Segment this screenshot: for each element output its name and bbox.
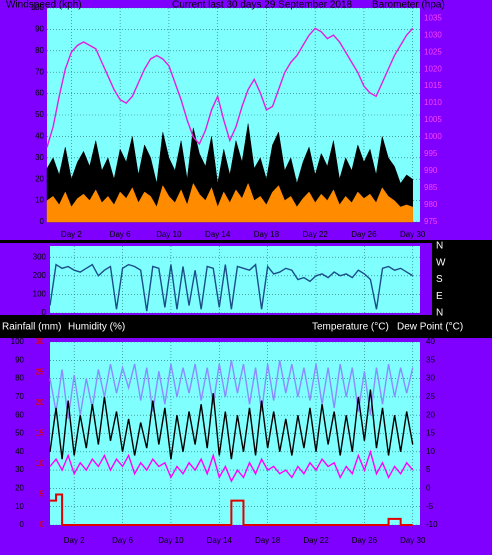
y2-tick-label: W bbox=[436, 257, 446, 268]
y2-tick-label: 5 bbox=[426, 465, 431, 474]
x-tick-label: Day 14 bbox=[207, 536, 233, 545]
y-tick-label: 200 bbox=[33, 271, 47, 280]
y2-tick-label: E bbox=[436, 291, 443, 302]
y2-tick-label: -5 bbox=[426, 502, 434, 511]
y-tick-label: 20 bbox=[15, 484, 24, 493]
y2-tick-label: N bbox=[436, 241, 443, 252]
y-tick-label: 60 bbox=[15, 410, 24, 419]
y-tick-label: 30 bbox=[15, 465, 24, 474]
x-tick-label: Day 2 bbox=[61, 230, 82, 239]
x-tick-label: Day 18 bbox=[255, 536, 281, 545]
line bbox=[46, 27, 414, 148]
y2-tick-label: -10 bbox=[426, 520, 438, 529]
y2-tick-label: 30 bbox=[426, 374, 435, 383]
x-tick-label: Day 2 bbox=[64, 536, 85, 545]
y3-tick-label: 25 bbox=[35, 368, 44, 377]
x-tick-label: Day 10 bbox=[158, 536, 184, 545]
y2-tick-label: 0 bbox=[426, 484, 431, 493]
x-tick-label: Day 30 bbox=[400, 536, 426, 545]
x-tick-label: Day 6 bbox=[110, 230, 131, 239]
x-tick-label: Day 18 bbox=[254, 230, 280, 239]
line bbox=[49, 449, 414, 483]
y2-axis-label: Barometer (hpa) bbox=[372, 0, 445, 11]
x-tick-label: Day 26 bbox=[351, 230, 377, 239]
y-tick-label: 100 bbox=[31, 3, 45, 12]
y-tick-label: 10 bbox=[35, 196, 44, 205]
chart-title: Current last 30 days 29 September 2018 bbox=[172, 0, 353, 11]
y2-tick-label: 985 bbox=[424, 183, 438, 192]
y2-tick-label: 1025 bbox=[424, 47, 442, 56]
y2-tick-label: 995 bbox=[424, 149, 438, 158]
y-tick-label: 20 bbox=[35, 174, 44, 183]
y2-tick-label: 25 bbox=[426, 392, 435, 401]
y-tick-label: 0 bbox=[20, 520, 25, 529]
y-tick-label: 70 bbox=[35, 67, 44, 76]
line bbox=[49, 389, 414, 460]
y-tick-label: 80 bbox=[35, 46, 44, 55]
x-tick-label: Day 22 bbox=[302, 230, 328, 239]
x-tick-label: Day 30 bbox=[400, 230, 426, 239]
y3-tick-label: 30 bbox=[35, 337, 44, 346]
y2-tick-label: 10 bbox=[426, 447, 435, 456]
y2-tick-label: 1010 bbox=[424, 98, 442, 107]
y2-tick-label: 1000 bbox=[424, 132, 442, 141]
x-tick-label: Day 6 bbox=[112, 536, 133, 545]
y-tick-label: 30 bbox=[35, 153, 44, 162]
y2-tick-label: 20 bbox=[426, 410, 435, 419]
y-tick-label: 0 bbox=[42, 308, 47, 317]
y3-tick-label: 0 bbox=[40, 520, 45, 529]
y3-axis-label: Rainfall (mm) bbox=[2, 322, 61, 333]
x-tick-label: Day 22 bbox=[303, 536, 329, 545]
y2-tick-label: 990 bbox=[424, 166, 438, 175]
y2-tick-label: 1030 bbox=[424, 30, 442, 39]
y2-tick-label: 40 bbox=[426, 337, 435, 346]
y3-tick-label: 20 bbox=[35, 398, 44, 407]
y2-tick-label: N bbox=[436, 308, 443, 319]
y2-tick-label: 1020 bbox=[424, 64, 442, 73]
line bbox=[49, 360, 414, 419]
line bbox=[49, 263, 414, 312]
y2-tick-label: 980 bbox=[424, 200, 438, 209]
y-tick-label: 80 bbox=[15, 374, 24, 383]
y3-tick-label: 10 bbox=[35, 459, 44, 468]
x-tick-label: Day 14 bbox=[205, 230, 231, 239]
y-tick-label: 60 bbox=[35, 89, 44, 98]
y2-tick-label: 15 bbox=[426, 429, 435, 438]
line bbox=[50, 493, 413, 526]
y2-tick-label: S bbox=[436, 274, 443, 285]
y2-tick-label: 1015 bbox=[424, 81, 442, 90]
y-tick-label: 70 bbox=[15, 392, 24, 401]
y-tick-label: 40 bbox=[15, 447, 24, 456]
y3-tick-label: 15 bbox=[35, 429, 44, 438]
y-tick-label: 40 bbox=[35, 132, 44, 141]
y2-tick-label: 975 bbox=[424, 217, 438, 226]
y2-tick-label: 1005 bbox=[424, 115, 442, 124]
x-tick-label: Day 26 bbox=[352, 536, 378, 545]
y-tick-label: 90 bbox=[15, 355, 24, 364]
y3-tick-label: 5 bbox=[40, 490, 45, 499]
y-tick-label: 50 bbox=[35, 110, 44, 119]
y-axis-label: Humidity (%) bbox=[68, 322, 125, 333]
y-tick-label: 0 bbox=[40, 217, 45, 226]
y-tick-label: 10 bbox=[15, 502, 24, 511]
x-tick-label: Day 10 bbox=[156, 230, 182, 239]
y2-axis-label: Dew Point (°C) bbox=[397, 322, 463, 333]
y-tick-label: 300 bbox=[33, 252, 47, 261]
y-tick-label: 90 bbox=[35, 25, 44, 34]
area bbox=[46, 182, 413, 223]
y2-axis-label: Temperature (°C) bbox=[312, 322, 389, 333]
y-tick-label: 50 bbox=[15, 429, 24, 438]
y-tick-label: 100 bbox=[33, 289, 47, 298]
y-axis-label: Windspeed (kph) bbox=[6, 0, 82, 11]
y-tick-label: 100 bbox=[11, 337, 25, 346]
y2-tick-label: 1035 bbox=[424, 13, 442, 22]
y2-tick-label: 35 bbox=[426, 355, 435, 364]
